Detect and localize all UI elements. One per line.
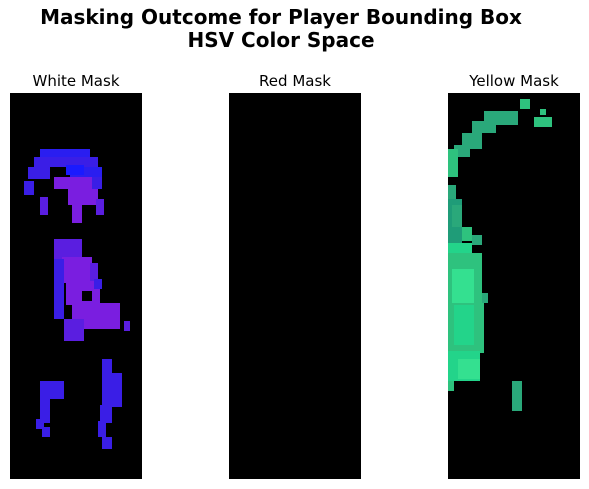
yellow-mask-image — [448, 93, 580, 479]
figure-title: Masking Outcome for Player Bounding Box … — [0, 6, 562, 52]
yellow-mask-title: Yellow Mask — [469, 72, 559, 90]
yellow-mask-pixels — [448, 99, 552, 411]
red-mask-title: Red Mask — [259, 72, 331, 90]
white-mask-image — [10, 93, 142, 479]
figure-title-line-1: Masking Outcome for Player Bounding Box — [40, 5, 522, 29]
white-mask-title: White Mask — [32, 72, 120, 90]
figure-title-line-2: HSV Color Space — [187, 28, 375, 52]
white-mask-pixels — [24, 149, 130, 449]
red-mask-image — [229, 93, 361, 479]
